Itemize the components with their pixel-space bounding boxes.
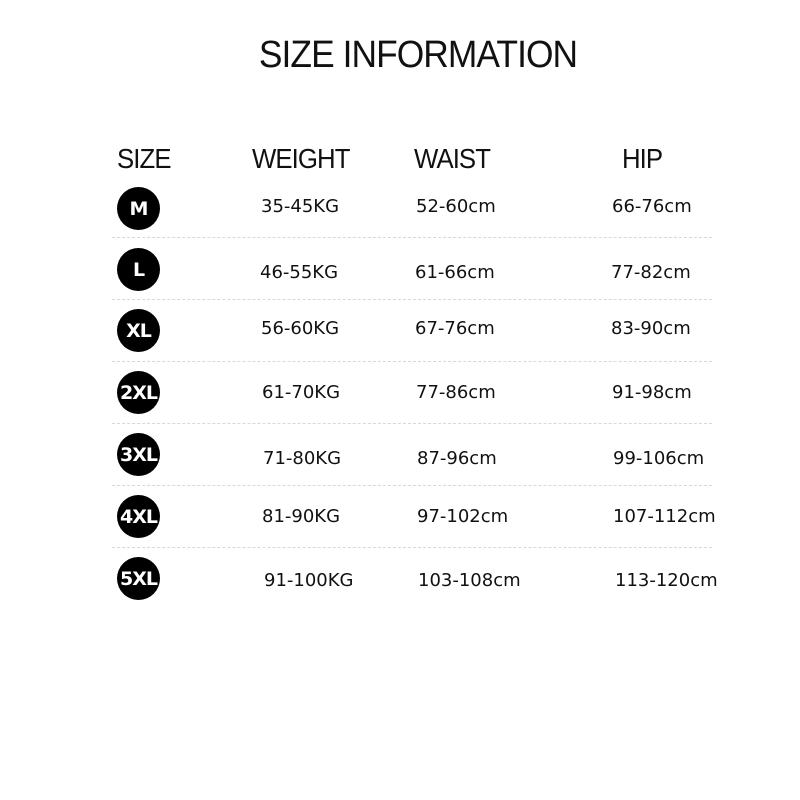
- row-divider: [112, 423, 712, 424]
- size-badge: 4XL: [117, 495, 160, 538]
- hip-cell: 107-112cm: [613, 506, 716, 527]
- header-waist: WAIST: [414, 143, 491, 174]
- header-hip: HIP: [622, 143, 663, 174]
- row-divider: [112, 237, 712, 238]
- waist-cell: 103-108cm: [418, 570, 521, 591]
- size-badge: L: [117, 248, 160, 291]
- size-badge: 5XL: [117, 557, 160, 600]
- row-divider: [112, 547, 712, 548]
- row-divider: [112, 361, 712, 362]
- hip-cell: 99-106cm: [613, 448, 705, 469]
- size-badge: 2XL: [117, 371, 160, 414]
- waist-cell: 97-102cm: [417, 506, 509, 527]
- waist-cell: 61-66cm: [415, 262, 495, 283]
- row-divider: [112, 485, 712, 486]
- waist-cell: 67-76cm: [415, 318, 495, 339]
- hip-cell: 66-76cm: [612, 196, 692, 217]
- weight-cell: 91-100KG: [264, 570, 354, 591]
- hip-cell: 113-120cm: [615, 570, 718, 591]
- weight-cell: 46-55KG: [260, 262, 339, 283]
- size-badge: 3XL: [117, 433, 160, 476]
- weight-cell: 35-45KG: [261, 196, 340, 217]
- weight-cell: 56-60KG: [261, 318, 340, 339]
- waist-cell: 77-86cm: [416, 382, 496, 403]
- weight-cell: 61-70KG: [262, 382, 341, 403]
- weight-cell: 81-90KG: [262, 506, 341, 527]
- header-size: SIZE: [117, 143, 171, 174]
- hip-cell: 77-82cm: [611, 262, 691, 283]
- hip-cell: 83-90cm: [611, 318, 691, 339]
- weight-cell: 71-80KG: [263, 448, 342, 469]
- page-title: SIZE INFORMATION: [258, 34, 578, 76]
- size-badge: M: [117, 187, 160, 230]
- size-badge: XL: [117, 309, 160, 352]
- hip-cell: 91-98cm: [612, 382, 692, 403]
- row-divider: [112, 299, 712, 300]
- waist-cell: 87-96cm: [417, 448, 497, 469]
- waist-cell: 52-60cm: [416, 196, 496, 217]
- header-weight: WEIGHT: [252, 143, 350, 174]
